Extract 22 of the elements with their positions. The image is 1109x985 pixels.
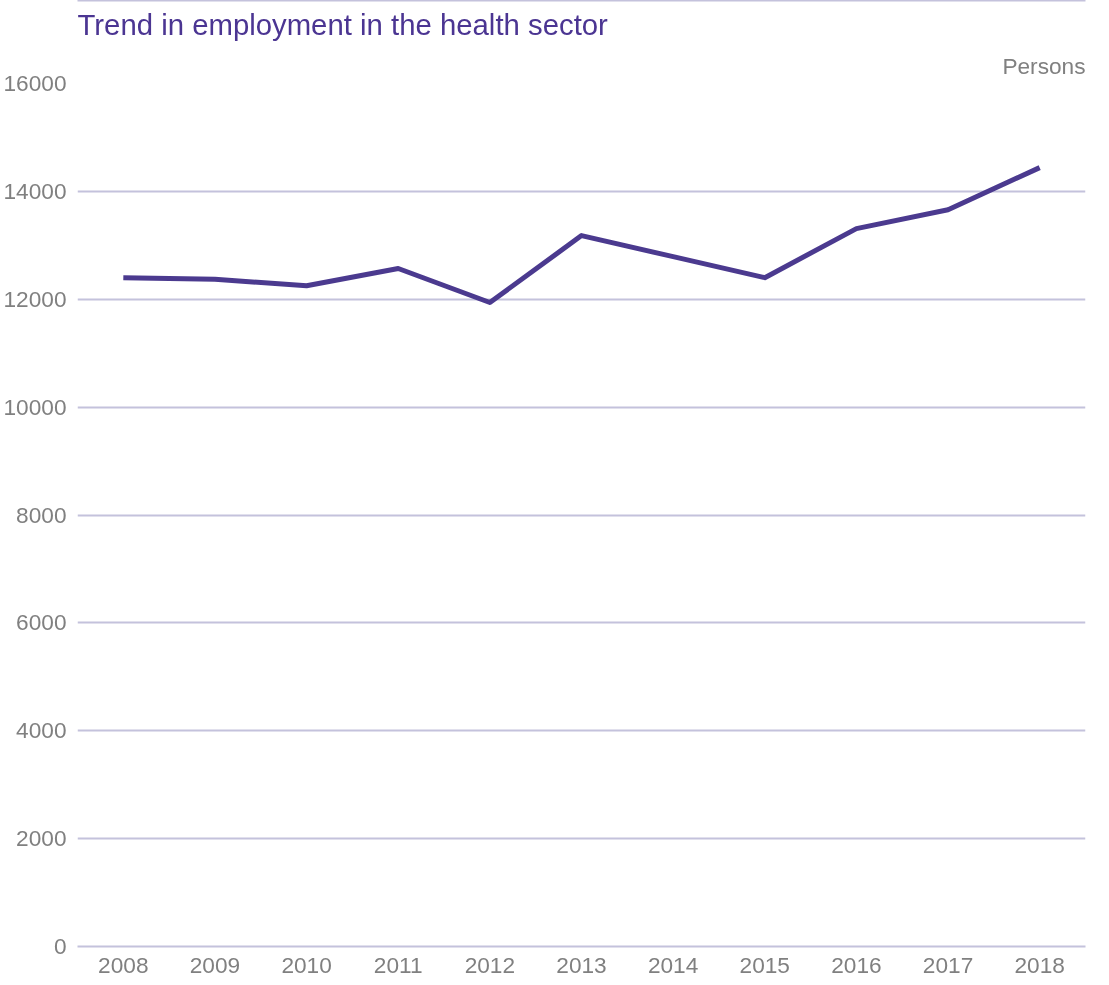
y-tick-label: 12000 — [3, 285, 67, 312]
x-tick-label: 2014 — [647, 951, 699, 978]
x-tick-label: 2011 — [373, 951, 423, 978]
x-tick-label: 2013 — [556, 951, 607, 978]
x-tick-label: 2017 — [922, 951, 974, 978]
x-tick-label: 2012 — [464, 951, 516, 978]
y-tick-label: 6000 — [16, 609, 67, 636]
y-tick-label: 8000 — [16, 501, 67, 528]
y-tick-label: 10000 — [3, 393, 67, 420]
y-axis-title: Persons — [1002, 52, 1086, 79]
x-tick-label: 2008 — [98, 951, 149, 978]
x-tick-label: 2016 — [831, 951, 882, 978]
y-tick-label: 16000 — [3, 70, 67, 96]
y-tick-label: 2000 — [16, 825, 67, 852]
y-tick-label: 0 — [53, 933, 67, 959]
y-tick-label: 4000 — [16, 717, 67, 744]
x-tick-label: 2010 — [281, 951, 332, 978]
chart-title: Trend in employment in the health sector — [77, 7, 609, 41]
x-tick-label: 2009 — [189, 951, 241, 978]
y-tick-label: 14000 — [3, 177, 67, 204]
x-tick-label: 2018 — [1014, 951, 1065, 978]
x-tick-label: 2015 — [739, 951, 790, 978]
